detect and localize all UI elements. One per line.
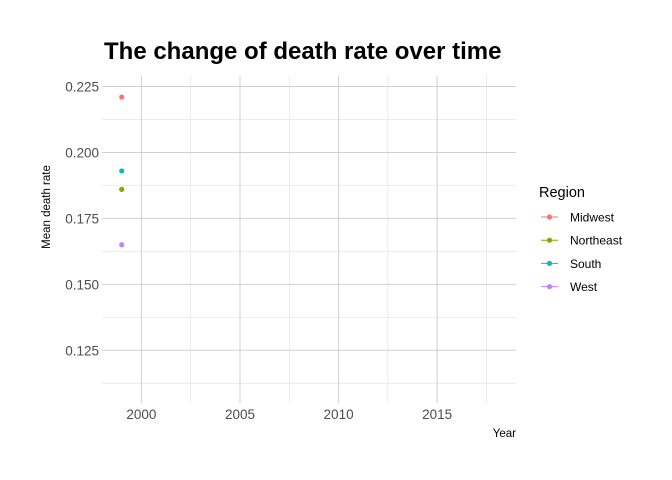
legend: Region Midwest Northeast South West bbox=[539, 185, 623, 294]
legend-label-west: West bbox=[570, 280, 598, 294]
x-tick-label: 2010 bbox=[324, 407, 354, 422]
data-point-south bbox=[119, 168, 125, 174]
y-tick-labels: 0.125 0.150 0.175 0.200 0.225 bbox=[65, 80, 99, 359]
y-tick-label: 0.125 bbox=[65, 343, 99, 358]
legend-label-midwest: Midwest bbox=[570, 211, 615, 225]
x-tick-label: 2005 bbox=[225, 407, 255, 422]
grid bbox=[102, 76, 516, 403]
legend-key-point-south bbox=[546, 260, 553, 266]
legend-label-south: South bbox=[570, 257, 601, 271]
data-point-midwest bbox=[119, 94, 125, 100]
y-axis-label: Mean death rate bbox=[41, 165, 53, 249]
legend-label-northeast: Northeast bbox=[570, 234, 623, 248]
data-point-northeast bbox=[119, 186, 125, 192]
x-axis-label: Year bbox=[493, 428, 516, 440]
data-point-west bbox=[119, 242, 125, 248]
y-tick-label: 0.200 bbox=[65, 145, 99, 160]
legend-key-point-midwest bbox=[546, 214, 553, 220]
chart-title: The change of death rate over time bbox=[104, 38, 501, 65]
y-tick-label: 0.150 bbox=[65, 277, 99, 292]
y-tick-label: 0.175 bbox=[65, 211, 99, 226]
x-tick-labels: 2000 2005 2010 2015 bbox=[126, 407, 452, 422]
x-tick-label: 2015 bbox=[422, 407, 452, 422]
legend-key-point-west bbox=[546, 284, 553, 290]
data-points bbox=[119, 94, 125, 248]
x-tick-label: 2000 bbox=[126, 407, 156, 422]
legend-key-point-northeast bbox=[546, 237, 553, 243]
legend-title: Region bbox=[539, 185, 585, 201]
y-tick-label: 0.225 bbox=[65, 80, 99, 95]
